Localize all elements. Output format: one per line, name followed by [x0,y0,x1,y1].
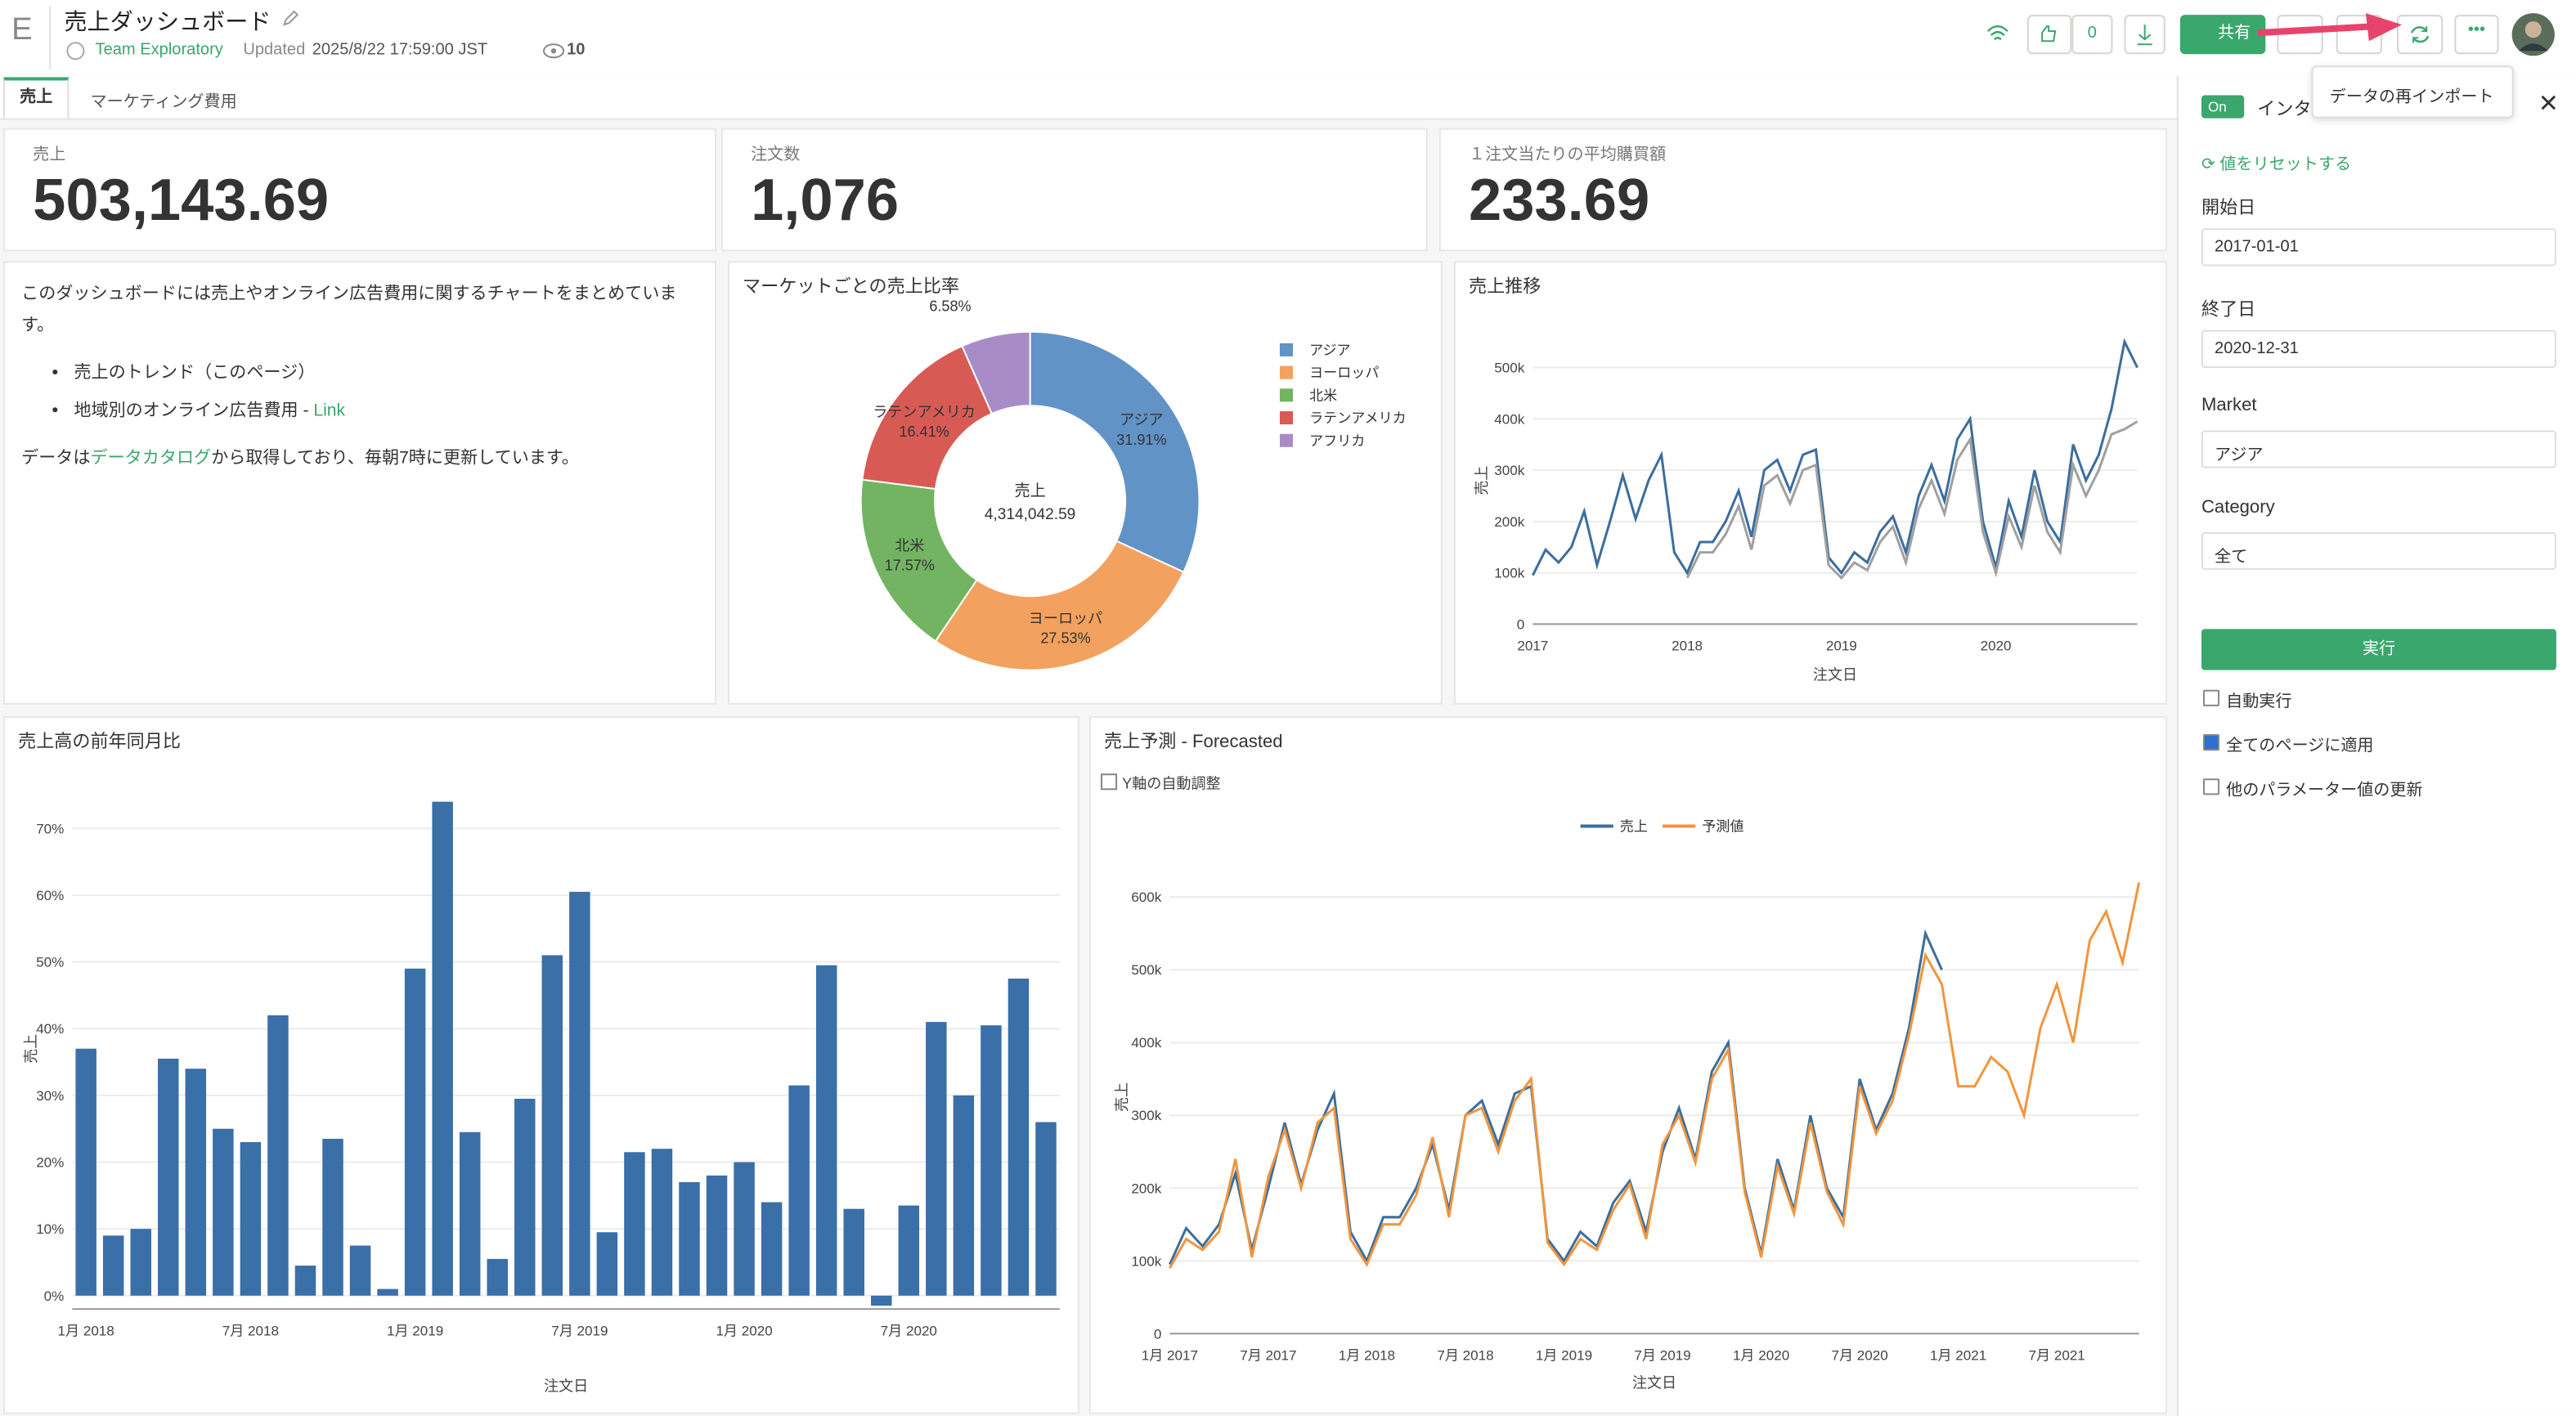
updated-time: 2025/8/22 17:59:00 JST [312,41,488,60]
kpi-value: 503,143.69 [33,165,330,234]
checkbox-label: Y軸の自動調整 [1122,775,1221,792]
field-label: Category [2201,496,2275,517]
field-input[interactable]: 2017-01-01 [2201,228,2556,267]
kpi-value: 1,076 [751,165,900,234]
like-count: 0 [2071,15,2113,55]
kpi-panel: １注文当たりの平均購買額 233.69 [1438,128,2167,252]
note-link[interactable]: Link [313,401,346,421]
download-button[interactable] [2124,15,2165,55]
checkbox-label: 自動実行 [2226,692,2292,711]
wifi-icon [1986,25,2008,41]
close-button[interactable]: ✕ [2538,90,2560,119]
chart-title: 売上高の前年同月比 [18,732,181,753]
note-outro: データはデータカタログから取得しており、毎朝7時に更新しています。 [21,443,698,474]
field-label: Market [2201,396,2257,416]
avatar[interactable] [2511,11,2556,57]
catalog-link[interactable]: データカタログ [90,448,212,468]
chart-title: 売上推移 [1468,277,1542,298]
views-icon [542,43,565,59]
bullet-text: 売上のトレンド（このページ） [74,362,316,383]
kpi-label: 注文数 [751,146,801,164]
annotation-arrow [2257,13,2403,42]
dashboard-title: 売上ダッシュボード [64,8,272,35]
outro-text: から取得しており、毎朝7時に更新しています。 [211,448,580,468]
bar-panel: 売上高の前年同月比 [3,715,1079,1414]
checkbox[interactable] [2202,689,2220,706]
like-button[interactable] [2027,15,2072,55]
team-icon [66,42,85,60]
field-label: 終了日 [2201,299,2256,320]
updated-label: Updated [243,41,306,60]
forecast-panel: 売上予測 - Forecasted Y軸の自動調整 [1088,715,2167,1414]
bullet-text: 地域別のオンライン広告費用 - [74,401,314,421]
logo[interactable]: E [11,13,33,48]
tooltip: データの再インポート [2311,65,2514,119]
panel-title: インタ [2257,100,2312,120]
field-input[interactable]: アジア [2201,430,2556,468]
share-button[interactable]: 共有 [2179,15,2266,55]
note-bullet: 売上のトレンド（このページ） [74,358,698,389]
checkbox-label: 全てのページに適用 [2226,737,2374,756]
kpi-label: 売上 [33,146,66,164]
kpi-panel: 売上 503,143.69 [3,128,716,252]
kpi-label: １注文当たりの平均購買額 [1468,146,1667,164]
field-input[interactable]: 全て [2201,531,2556,570]
line-panel: 売上推移 [1453,261,2167,705]
field-input[interactable]: 2020-12-31 [2201,329,2556,367]
note-list: 売上のトレンド（このページ） 地域別のオンライン広告費用 - Link [21,358,698,427]
run-button[interactable]: 実行 [2201,629,2556,670]
kpi-value: 233.69 [1468,165,1650,234]
tab-active[interactable]: 売上 [3,77,70,119]
pie-panel: マーケットごとの売上比率 [727,261,1443,705]
tab-bar [0,75,2177,120]
checkbox[interactable] [2202,733,2220,751]
reset-link[interactable]: ⟳ 値をリセットする [2201,155,2352,174]
tab[interactable]: マーケティング費用 [90,93,237,112]
kpi-panel: 注文数 1,076 [720,128,1428,252]
more-button[interactable]: ••• [2454,15,2499,55]
chart-title: マーケットごとの売上比率 [743,277,959,298]
auto-y-checkbox[interactable]: Y軸の自動調整 [1100,772,1221,793]
field-label: 開始日 [2201,199,2256,219]
reset-text: 値をリセットする [2219,155,2352,174]
note-intro: このダッシュボードには売上やオンライン広告費用に関するチャートをまとめています。 [21,284,677,335]
edit-icon[interactable] [281,8,301,28]
note-panel: このダッシュボードには売上やオンライン広告費用に関するチャートをまとめています。… [3,261,716,705]
views-count: 10 [567,41,586,60]
toggle[interactable]: On [2201,95,2245,119]
note-bullet: 地域別のオンライン広告費用 - Link [74,396,698,427]
outro-text: データは [21,448,91,468]
checkbox[interactable] [2202,778,2220,795]
chart-title: 売上予測 - Forecasted [1104,732,1283,753]
parameter-panel: On インタ ✕ ⟳ 値をリセットする 実行 開始日 2017-01-01 終了日 2… [2176,75,2576,1416]
separator [49,7,52,69]
checkbox-label: 他のパラメーター値の更新 [2226,782,2423,800]
team-link[interactable]: Team Exploratory [95,41,223,60]
reimport-button[interactable] [2397,15,2444,55]
